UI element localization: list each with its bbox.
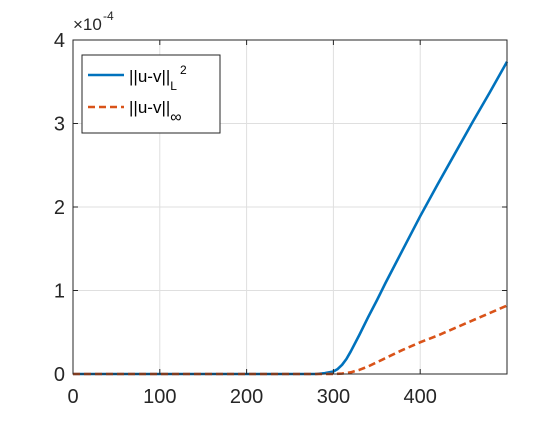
legend-box — [81, 54, 221, 134]
y-exponent-power: -4 — [103, 9, 114, 23]
legend: ||u-v||L2 ||u-v||∞ — [81, 54, 221, 134]
y-tick-label: 2 — [54, 197, 65, 219]
y-tick-label: 1 — [54, 281, 65, 303]
tick-labels: 0 100 200 300 400 0 1 2 3 4 — [54, 30, 437, 408]
ticks — [72, 39, 507, 375]
x-tick-label: 300 — [317, 386, 350, 408]
x-tick-label: 0 — [67, 386, 78, 408]
x-tick-label: 400 — [404, 386, 437, 408]
legend-label-inf: ||u-v||∞ — [129, 98, 182, 126]
y-exponent-base: ×10 — [73, 15, 102, 34]
y-tick-label: 4 — [54, 30, 65, 52]
legend-label-l2: ||u-v||L2 — [129, 63, 187, 93]
x-tick-label: 200 — [230, 386, 263, 408]
x-tick-label: 100 — [143, 386, 176, 408]
y-tick-label: 0 — [54, 364, 65, 386]
y-tick-label: 3 — [54, 114, 65, 136]
y-axis-exponent: ×10 -4 — [73, 9, 114, 34]
legend-entry-inf: ||u-v||∞ — [88, 98, 182, 126]
legend-entry-l2: ||u-v||L2 — [88, 63, 187, 93]
